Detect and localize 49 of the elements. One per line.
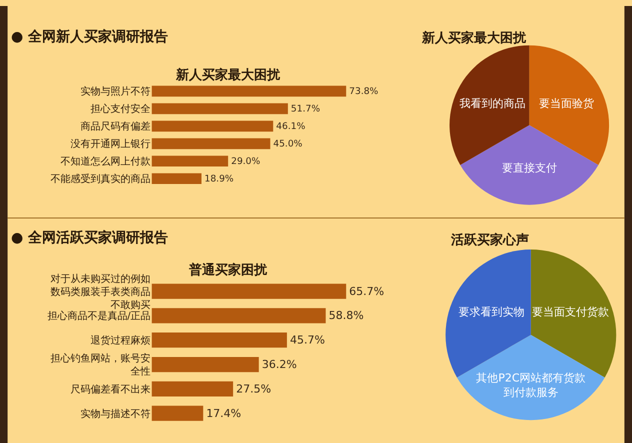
y-tick-label: 商品尺码有偏差 (80, 120, 151, 133)
y-tick-label: 没有开通网上银行 (70, 138, 151, 150)
data-label: 51.7% (290, 104, 320, 115)
data-label: 29.0% (231, 156, 261, 168)
bar (152, 284, 346, 299)
y-tick-label: 对于从未购买过的例如数码类服装手表类商品不敢购买 (50, 272, 151, 311)
bar (152, 381, 234, 396)
y-tick-label: 退货过程麻烦 (90, 334, 151, 347)
chart-title: 新人买家最大困扰 (421, 30, 527, 46)
bar (152, 332, 287, 348)
data-label: 58.8% (328, 309, 364, 322)
data-label: 17.4% (206, 406, 242, 420)
slice-label: 要当面支付货款 (532, 305, 609, 318)
y-tick-label: 担心钓鱼网站，账号安全性 (50, 352, 151, 378)
data-label: 45.0% (273, 138, 303, 150)
bar (152, 86, 346, 97)
slice-label: 要求看到实物 (458, 305, 524, 318)
y-tick-label: 不知道怎么网上付款 (60, 156, 151, 168)
data-label: 36.2% (262, 358, 297, 372)
bar (152, 308, 326, 324)
data-label: 73.8% (349, 86, 379, 98)
bar (152, 156, 228, 167)
chart-title: 普通买家困扰 (188, 262, 268, 278)
y-tick-label: 担心支付安全 (90, 103, 151, 116)
bar (152, 173, 202, 184)
chart-title: 新人买家最大困扰 (175, 67, 281, 83)
chart-title: 活跃买家心声 (450, 232, 529, 248)
bar (152, 406, 204, 421)
slice-label: 我看到的商品 (459, 97, 526, 110)
slice-label: 要当面验货 (538, 97, 594, 110)
text: ● 全网新人买家调研报告 (11, 28, 168, 45)
y-tick-label: 实物与描述不符 (80, 408, 151, 420)
slice-label: 其他P2C网站都有货款到付款服务 (476, 371, 586, 399)
data-label: 45.7% (290, 334, 325, 347)
text: ● 全网活跃买家调研报告 (11, 229, 168, 246)
y-tick-label: 尺码偏差看不出来 (70, 383, 151, 396)
y-tick-label: 担心商品不是真品/正品 (47, 310, 151, 322)
data-label: 65.7% (349, 284, 384, 298)
pie-slice (460, 125, 598, 205)
y-tick-label: 不能感受到真实的商品 (50, 173, 151, 186)
data-label: 18.9% (204, 174, 234, 185)
bar (152, 103, 288, 114)
data-label: 27.5% (236, 382, 272, 396)
bar (152, 356, 259, 372)
slice-label: 要直接支付 (502, 161, 557, 174)
bar (152, 120, 274, 132)
y-tick-label: 实物与照片不符 (80, 86, 151, 98)
bar (152, 138, 270, 150)
data-label: 46.1% (276, 121, 306, 132)
